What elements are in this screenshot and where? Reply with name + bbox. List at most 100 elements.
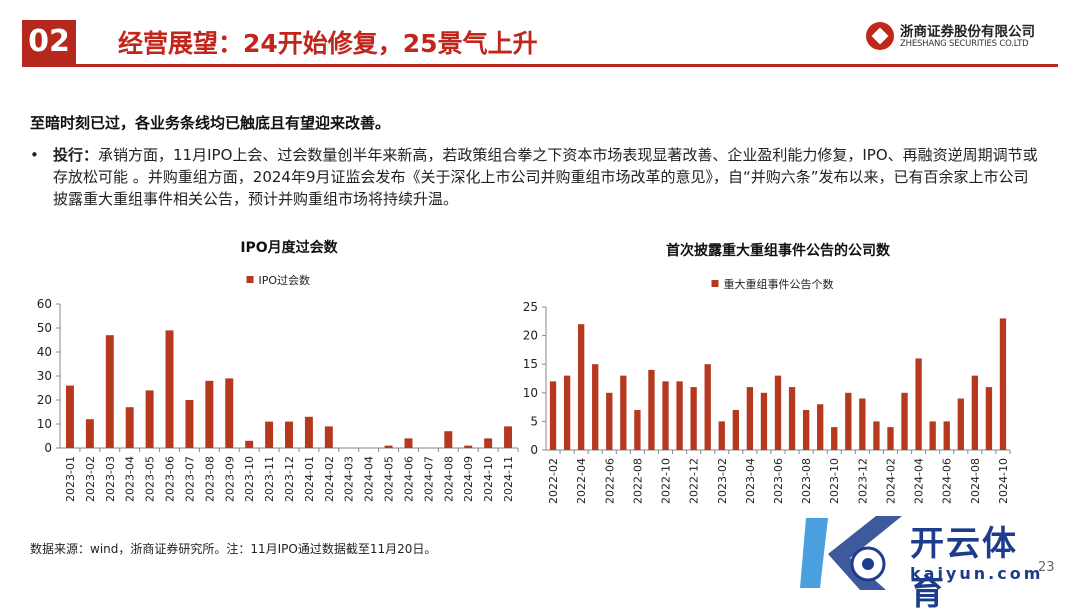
bar [245,440,254,448]
x-tick-label: 2024-02 [884,458,897,504]
x-tick-label: 2022-10 [660,458,673,504]
bullet-text: 承销方面，11月IPO上会、过会数量创半年来新高，若政策组合拳之下资本市场表现显… [53,146,1038,208]
bar [324,426,333,448]
bar [464,445,473,448]
source-note: 数据来源：wind，浙商证券研究所。注：11月IPO通过数据截至11月20日。 [30,542,437,556]
x-tick-label: 2023-12 [856,458,869,504]
x-tick-label: 2023-09 [223,456,236,502]
ipo-chart: IPO月度过会数 IPO过会数 0 10 20 30 40 50 60 2023-01 2023-0… [37,239,519,502]
bullet-icon: • [30,146,39,164]
chart-title: 首次披露重大重组事件公告的公司数 [666,242,891,259]
watermark-sub: kaiyun.com [910,564,1044,583]
x-tick-label: 2023-04 [744,458,757,504]
bar [592,364,599,450]
legend-swatch [246,276,254,283]
x-tick-label: 2024-07 [422,456,435,502]
x-tick-label: 2024-08 [442,456,455,502]
bar [285,421,293,448]
watermark: 开云体育 kaiyun.com [798,508,1048,613]
bar [662,381,669,450]
bar [444,431,453,448]
x-tick-label: 2024-04 [363,456,376,502]
legend-swatch [711,280,719,287]
lead-sentence: 至暗时刻已过，各业务条线均已触底且有望迎来改善。 [30,114,391,132]
bar [901,392,908,450]
x-tick-label: 2024-10 [997,458,1010,504]
bar [404,438,413,448]
bullet-label: 投行： [53,146,99,164]
x-tick-label: 2023-04 [124,456,137,502]
x-tick-label: 2022-02 [547,458,560,504]
page-number: 23 [1038,560,1055,575]
bar [929,421,936,450]
y-tick-label: 5 [530,414,538,428]
x-tick-label: 2024-06 [941,458,954,504]
bar [304,416,313,448]
page-title: 经营展望：24开始修复，25景气上升 [118,29,538,58]
bar [802,409,810,450]
bar [549,381,557,450]
y-tick-label: 15 [523,357,538,371]
y-tick-label: 20 [37,393,52,407]
bar [648,369,655,450]
x-tick-label: 2023-02 [84,456,97,502]
logo-company-name: 浙商证券股份有限公司 [900,24,1035,40]
y-tick-label: 10 [523,386,538,400]
x-tick-label: 2024-06 [402,456,415,502]
x-tick-label: 2023-05 [144,456,157,502]
x-tick-label: 2023-02 [716,458,729,504]
x-tick-label: 2024-10 [482,456,495,502]
bar [704,364,711,450]
bar [145,390,154,448]
y-tick-label: 50 [37,321,52,335]
x-tick-label: 2023-06 [164,456,177,502]
x-tick-label: 2023-12 [283,456,296,502]
x-tick-label: 2023-10 [828,458,841,504]
bullet-paragraph: 投行：承销方面，11月IPO上会、过会数量创半年来新高，若政策组合拳之下资本市场… [53,144,1043,210]
bar [732,409,739,450]
bar [718,421,725,450]
bar [205,380,214,448]
bar [746,387,754,450]
y-tick-label: 20 [523,329,538,343]
bar [676,381,683,450]
bar [831,427,838,450]
bar [999,318,1007,450]
y-tick-label: 0 [44,441,52,455]
x-tick-label: 2022-06 [603,458,616,504]
bar [125,407,134,448]
bar [185,400,194,448]
section-number: 02 [22,20,76,64]
x-tick-label: 2024-11 [502,456,515,502]
y-tick-label: 0 [530,443,538,457]
bar [384,445,393,448]
chart-title: IPO月度过会数 [240,239,338,256]
bar [915,358,922,450]
x-tick-label: 2024-09 [462,456,475,502]
bar [788,387,796,450]
x-tick-label: 2023-08 [203,456,216,502]
x-tick-label: 2023-08 [800,458,813,504]
x-tick-label: 2022-04 [575,458,588,504]
x-tick-label: 2023-01 [64,456,77,502]
y-tick-label: 40 [37,345,52,359]
x-tick-label: 2024-05 [383,456,396,502]
y-tick-label: 25 [523,300,538,314]
bar [634,409,641,450]
x-tick-label: 2024-02 [323,456,336,502]
bar [690,387,697,450]
legend-label: IPO过会数 [259,274,311,287]
logo-company-name-en: ZHESHANG SECURITIES CO.LTD [900,39,1029,49]
x-tick-label: 2024-08 [969,458,982,504]
bar [563,375,571,450]
x-tick-label: 2024-03 [343,456,356,502]
bar [887,427,894,450]
bar [105,335,114,448]
bar [606,392,613,450]
bar [859,398,866,450]
watermark-text: 开云体育 [910,524,1018,613]
bar [577,324,585,450]
company-logo-icon [866,22,894,50]
x-tick-label: 2022-08 [631,458,644,504]
